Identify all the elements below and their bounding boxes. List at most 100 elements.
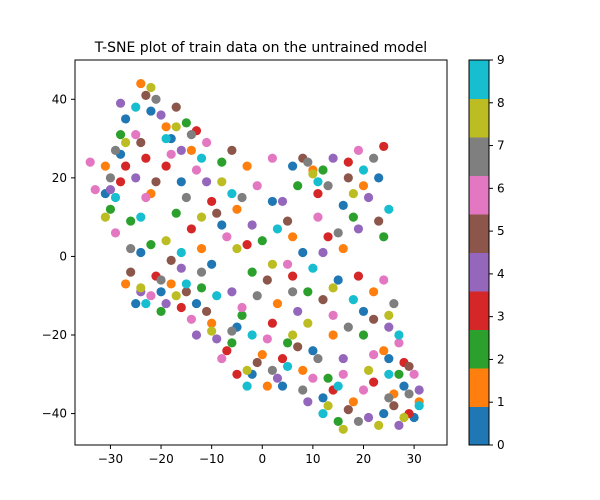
scatter-point-class-3 bbox=[115, 177, 126, 187]
scatter-point-class-5 bbox=[166, 255, 176, 265]
colorbar-tick-label: 3 bbox=[497, 310, 505, 324]
scatter-point-class-7 bbox=[333, 228, 343, 238]
scatter-point-class-2 bbox=[323, 373, 333, 383]
scatter-point-class-5 bbox=[151, 177, 161, 187]
scatter-point-class-5 bbox=[404, 361, 414, 372]
scatter-point-class-9 bbox=[196, 153, 207, 163]
scatter-point-class-7 bbox=[303, 157, 313, 167]
scatter-point-class-6 bbox=[131, 130, 141, 140]
plot-frame bbox=[74, 59, 448, 446]
scatter-point-class-4 bbox=[161, 298, 171, 309]
scatter-point-class-8 bbox=[374, 420, 384, 430]
scatter-point-class-9 bbox=[136, 212, 146, 222]
scatter-point-class-8 bbox=[288, 330, 298, 340]
scatter-point-class-2 bbox=[303, 287, 313, 297]
colorbar-segment-1 bbox=[469, 368, 489, 407]
colorbar-tick-label: 1 bbox=[497, 395, 505, 409]
scatter-point-class-8 bbox=[338, 424, 348, 434]
scatter-point-class-1 bbox=[369, 287, 379, 297]
scatter-point-class-7 bbox=[343, 322, 353, 332]
scatter-point-class-2 bbox=[293, 181, 303, 191]
scatter-point-class-8 bbox=[303, 318, 313, 328]
scatter-point-class-4 bbox=[303, 397, 313, 407]
scatter-point-class-2 bbox=[333, 416, 343, 427]
scatter-point-class-0 bbox=[131, 298, 141, 309]
scatter-point-class-8 bbox=[384, 310, 394, 320]
scatter-point-class-6 bbox=[267, 153, 277, 163]
scatter-point-class-3 bbox=[242, 240, 252, 250]
scatter-point-class-0 bbox=[333, 275, 343, 285]
scatter-point-class-2 bbox=[105, 204, 116, 214]
colorbar-tick-label: 7 bbox=[497, 139, 505, 153]
scatter-point-class-4 bbox=[191, 330, 202, 340]
scatter-point-class-4 bbox=[247, 220, 257, 230]
scatter-point-class-7 bbox=[298, 385, 308, 395]
chart-title: T-SNE plot of train data on the untraine… bbox=[94, 40, 427, 56]
y-tick-label: −40 bbox=[42, 407, 67, 421]
scatter-point-class-0 bbox=[379, 408, 389, 419]
x-axis: −30 −20 −10 0 10 20 30 bbox=[98, 445, 422, 466]
scatter-point-class-2 bbox=[146, 240, 156, 250]
scatter-point-class-2 bbox=[257, 236, 267, 246]
scatter-point-class-9 bbox=[313, 177, 323, 187]
scatter-point-class-0 bbox=[146, 106, 156, 116]
scatter-point-class-5 bbox=[293, 342, 303, 352]
scatter-point-class-3 bbox=[186, 224, 197, 234]
scatter-point-class-7 bbox=[186, 130, 197, 140]
scatter-point-class-0 bbox=[277, 381, 288, 391]
scatter-point-class-3 bbox=[323, 232, 333, 242]
scatter-point-class-8 bbox=[267, 259, 277, 269]
scatter-point-class-2 bbox=[171, 208, 181, 218]
scatter-point-class-3 bbox=[343, 157, 353, 167]
scatter-point-class-9 bbox=[161, 133, 171, 144]
scatter-point-class-6 bbox=[379, 275, 389, 285]
colorbar-segment-7 bbox=[469, 137, 489, 176]
scatter-point-class-1 bbox=[196, 243, 207, 254]
scatter-point-class-4 bbox=[156, 110, 166, 120]
scatter-point-class-9 bbox=[308, 263, 318, 273]
x-tick-label: 0 bbox=[258, 452, 266, 466]
scatter-point-class-7 bbox=[384, 393, 394, 403]
scatter-point-class-5 bbox=[389, 401, 399, 411]
scatter-point-class-9 bbox=[181, 279, 191, 289]
scatter-point-class-2 bbox=[394, 369, 404, 379]
scatter-point-class-2 bbox=[156, 306, 166, 317]
scatter-point-class-4 bbox=[227, 287, 237, 297]
colorbar bbox=[468, 59, 490, 446]
scatter-point-class-4 bbox=[338, 353, 348, 364]
scatter-point-class-2 bbox=[358, 330, 369, 340]
scatter-point-class-8 bbox=[161, 236, 171, 246]
scatter-point-class-6 bbox=[110, 228, 121, 238]
scatter-point-class-9 bbox=[358, 165, 369, 175]
scatter-point-class-2 bbox=[282, 338, 293, 348]
scatter-point-class-7 bbox=[196, 267, 207, 277]
scatter-point-class-1 bbox=[348, 397, 358, 407]
colorbar-tick-label: 2 bbox=[497, 352, 505, 366]
scatter-point-class-1 bbox=[161, 122, 171, 132]
scatter-point-class-9 bbox=[348, 295, 358, 305]
scatter-point-class-5 bbox=[343, 173, 353, 183]
scatter-point-class-6 bbox=[166, 149, 176, 159]
scatter-point-class-9 bbox=[384, 369, 394, 379]
scatter-point-class-3 bbox=[176, 302, 186, 313]
scatter-point-class-5 bbox=[171, 102, 181, 112]
scatter-point-class-8 bbox=[100, 212, 110, 222]
scatter-point-class-1 bbox=[298, 365, 308, 375]
scatter-point-class-0 bbox=[121, 114, 131, 124]
scatter-point-class-5 bbox=[126, 267, 136, 277]
scatter-point-class-7 bbox=[151, 94, 161, 104]
scatter-point-class-7 bbox=[181, 192, 191, 203]
scatter-point-class-6 bbox=[237, 302, 247, 313]
scatter-point-class-3 bbox=[277, 353, 288, 364]
colorbar-ticks: 0 1 2 3 4 5 6 7 8 9 bbox=[489, 53, 505, 452]
colorbar-segment-6 bbox=[469, 175, 489, 215]
scatter-point-class-7 bbox=[267, 365, 277, 375]
scatter-point-class-7 bbox=[288, 287, 298, 297]
scatter-point-class-4 bbox=[363, 192, 374, 203]
scatter-point-class-2 bbox=[379, 232, 389, 242]
scatter-point-class-2 bbox=[115, 130, 126, 140]
scatter-point-class-6 bbox=[308, 373, 318, 383]
scatter-point-class-8 bbox=[171, 122, 181, 132]
scatter-point-class-9 bbox=[414, 401, 424, 411]
